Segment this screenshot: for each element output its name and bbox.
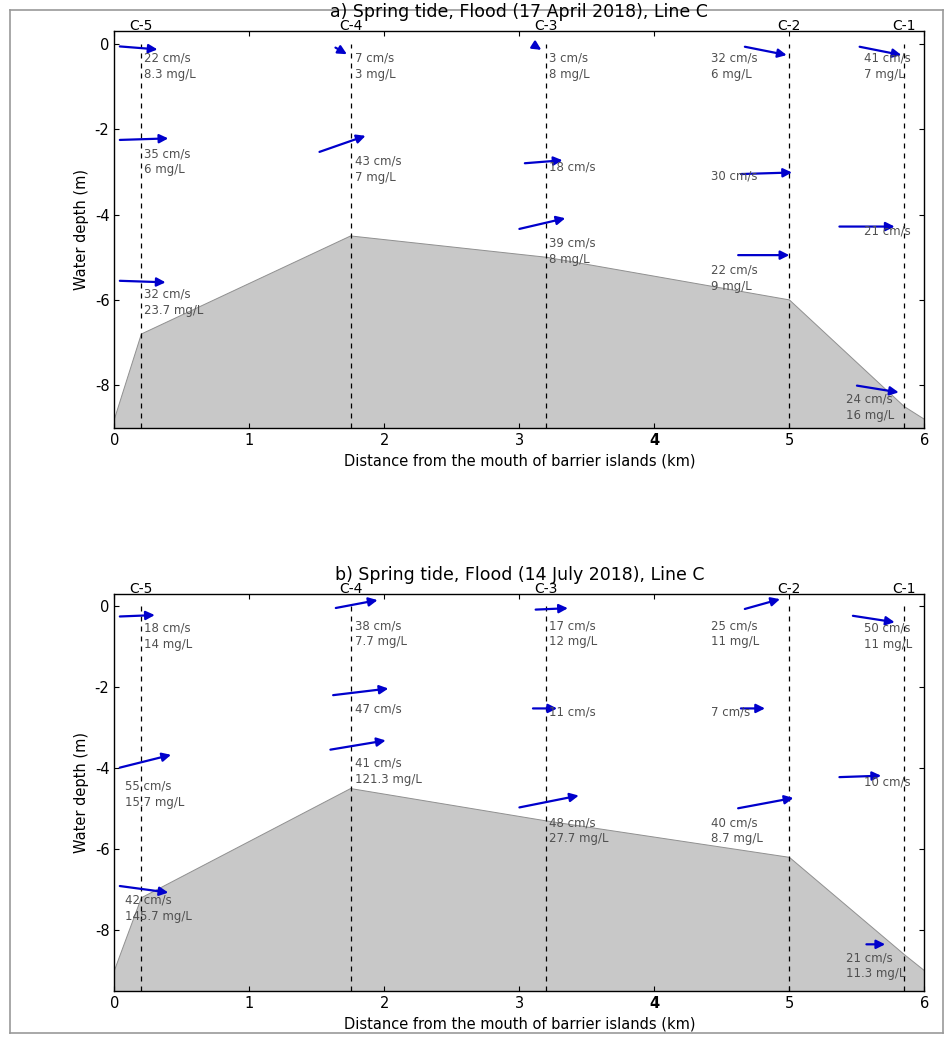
Text: 43 cm/s
7 mg/L: 43 cm/s 7 mg/L: [354, 155, 401, 184]
Text: 38 cm/s
7.7 mg/L: 38 cm/s 7.7 mg/L: [354, 620, 407, 649]
Text: 25 cm/s
11 mg/L: 25 cm/s 11 mg/L: [710, 620, 759, 649]
Title: a) Spring tide, Flood (17 April 2018), Line C: a) Spring tide, Flood (17 April 2018), L…: [330, 3, 707, 22]
Text: 47 cm/s: 47 cm/s: [354, 703, 401, 715]
X-axis label: Distance from the mouth of barrier islands (km): Distance from the mouth of barrier islan…: [344, 1016, 694, 1032]
Text: 21 cm/s
11.3 mg/L: 21 cm/s 11.3 mg/L: [845, 951, 904, 980]
Text: 10 cm/s: 10 cm/s: [863, 776, 909, 789]
Text: 48 cm/s
27.7 mg/L: 48 cm/s 27.7 mg/L: [548, 816, 608, 845]
Y-axis label: Water depth (m): Water depth (m): [74, 732, 89, 853]
Text: 39 cm/s
8 mg/L: 39 cm/s 8 mg/L: [548, 237, 595, 266]
Text: C-5: C-5: [129, 582, 153, 597]
Text: 11 cm/s: 11 cm/s: [548, 706, 595, 719]
Text: C-2: C-2: [777, 582, 801, 597]
Text: 3 cm/s
8 mg/L: 3 cm/s 8 mg/L: [548, 52, 589, 80]
Text: C-4: C-4: [339, 20, 362, 33]
Text: 7 cm/s: 7 cm/s: [710, 706, 749, 719]
Text: 32 cm/s
23.7 mg/L: 32 cm/s 23.7 mg/L: [144, 288, 203, 317]
Text: C-2: C-2: [777, 20, 801, 33]
Text: C-1: C-1: [891, 20, 915, 33]
Text: 41 cm/s
7 mg/L: 41 cm/s 7 mg/L: [863, 52, 909, 80]
Text: 18 cm/s
14 mg/L: 18 cm/s 14 mg/L: [144, 622, 192, 651]
Text: C-1: C-1: [891, 582, 915, 597]
Text: 7 cm/s
3 mg/L: 7 cm/s 3 mg/L: [354, 52, 395, 80]
Text: C-5: C-5: [129, 20, 153, 33]
Text: 18 cm/s: 18 cm/s: [548, 160, 595, 173]
Polygon shape: [114, 236, 923, 470]
Text: 42 cm/s
145.7 mg/L: 42 cm/s 145.7 mg/L: [125, 894, 192, 923]
Text: 50 cm/s
11 mg/L: 50 cm/s 11 mg/L: [863, 622, 911, 651]
Text: 35 cm/s
6 mg/L: 35 cm/s 6 mg/L: [144, 147, 190, 176]
Text: 41 cm/s
121.3 mg/L: 41 cm/s 121.3 mg/L: [354, 757, 421, 786]
Text: 22 cm/s
8.3 mg/L: 22 cm/s 8.3 mg/L: [144, 52, 195, 80]
Text: 40 cm/s
8.7 mg/L: 40 cm/s 8.7 mg/L: [710, 816, 763, 845]
X-axis label: Distance from the mouth of barrier islands (km): Distance from the mouth of barrier islan…: [344, 454, 694, 468]
Text: 30 cm/s: 30 cm/s: [710, 170, 757, 183]
Text: 55 cm/s
15.7 mg/L: 55 cm/s 15.7 mg/L: [125, 780, 185, 808]
Polygon shape: [114, 789, 923, 1032]
Text: 32 cm/s
6 mg/L: 32 cm/s 6 mg/L: [710, 52, 757, 80]
Text: C-3: C-3: [534, 582, 558, 597]
Text: 24 cm/s
16 mg/L: 24 cm/s 16 mg/L: [845, 393, 893, 421]
Title: b) Spring tide, Flood (14 July 2018), Line C: b) Spring tide, Flood (14 July 2018), Li…: [334, 566, 704, 584]
Text: 22 cm/s
9 mg/L: 22 cm/s 9 mg/L: [710, 264, 757, 293]
Text: C-3: C-3: [534, 20, 558, 33]
Y-axis label: Water depth (m): Water depth (m): [74, 169, 89, 290]
Text: C-4: C-4: [339, 582, 362, 597]
Text: 17 cm/s
12 mg/L: 17 cm/s 12 mg/L: [548, 620, 597, 649]
Text: 21 cm/s: 21 cm/s: [863, 224, 909, 237]
